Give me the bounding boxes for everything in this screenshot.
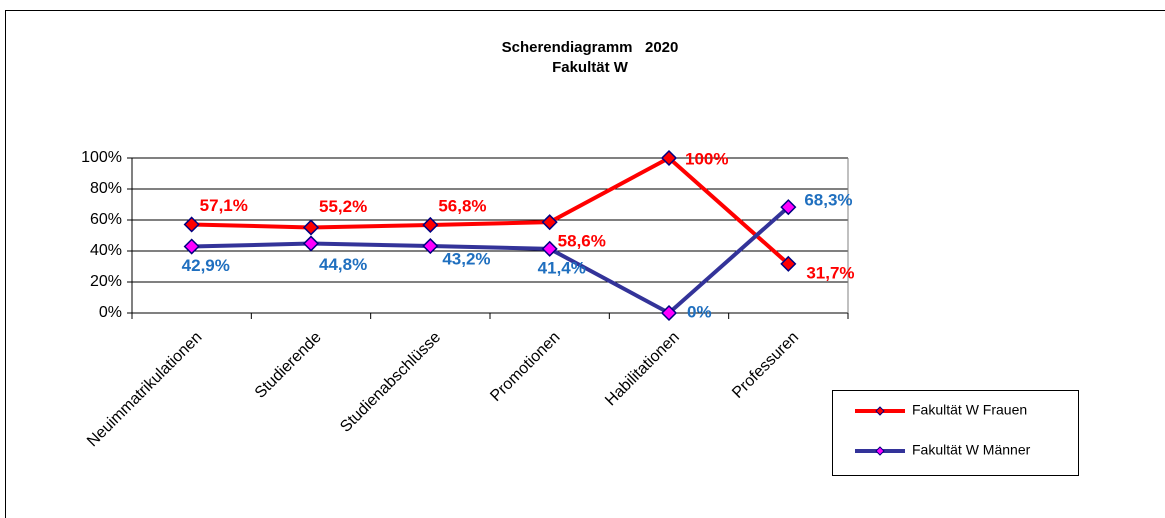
y-tick-label: 0% [99,304,122,321]
x-tick-label: Neuimmatrikulationen [84,329,205,450]
y-tick-label: 40% [90,242,122,259]
chart-border [5,10,1165,518]
data-label: 58,6% [558,232,606,251]
legend-marker [875,446,885,456]
data-label: 0% [687,302,712,321]
data-label: 41,4% [538,258,586,277]
x-tick-label: Studierende [252,329,325,402]
data-label: 68,3% [804,191,852,210]
x-tick-label: Professuren [729,329,802,402]
marker [780,255,797,272]
series-line [191,205,790,316]
data-label: 56,8% [438,196,486,215]
x-tick-label: Studienabschlüsse [337,329,444,436]
series-line [191,155,790,266]
marker [660,149,678,167]
x-tick-label: Habilitationen [602,329,683,410]
y-tick-label: 20% [90,273,122,290]
marker [660,304,678,322]
marker [541,240,558,257]
legend-marker [875,406,885,416]
y-tick-label: 80% [90,180,122,197]
marker [422,216,439,234]
data-label: 31,7% [806,263,854,282]
data-label: 42,9% [182,256,230,275]
marker [422,237,439,255]
data-label: 100% [685,149,728,168]
marker [780,199,797,216]
marker [302,235,320,252]
data-label: 57,1% [200,196,248,215]
y-tick-label: 100% [81,149,122,166]
marker [302,219,320,236]
chart-subtitle: Fakultät W [552,59,629,76]
data-label: 43,2% [442,250,490,269]
legend-label: Fakultät W Frauen [912,402,1027,418]
data-label: 44,8% [319,255,367,274]
chart-title: Scherendiagramm 2020 [502,39,679,56]
legend-box [832,390,1079,476]
marker [183,216,200,233]
data-label: 55,2% [319,197,367,216]
marker [183,238,200,255]
y-tick-label: 60% [90,211,122,228]
legend-label: Fakultät W Männer [912,442,1031,458]
marker [541,214,558,231]
x-tick-label: Promotionen [487,329,563,405]
